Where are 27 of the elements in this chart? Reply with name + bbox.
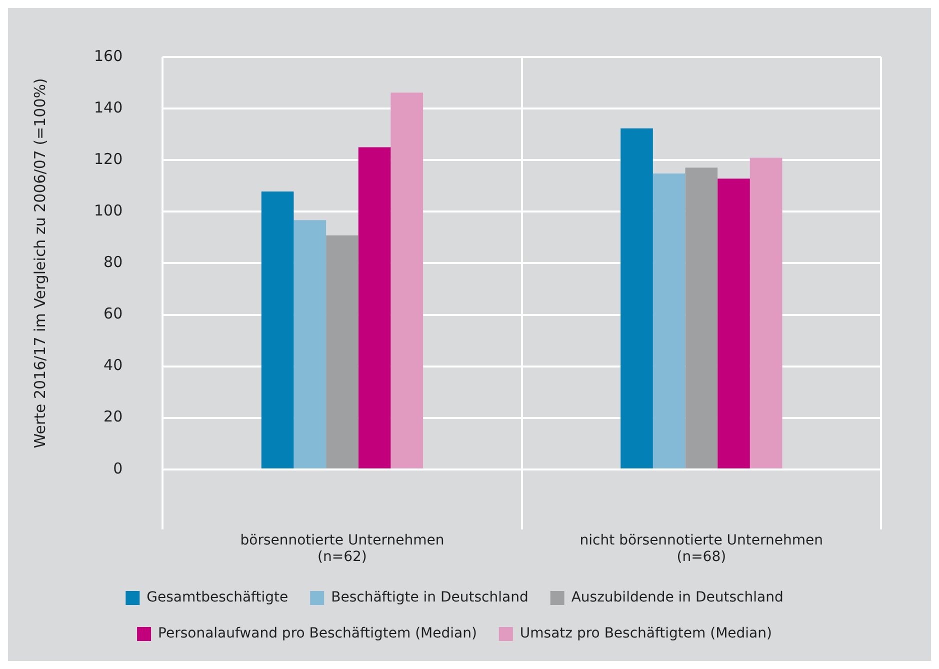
y-tick-label: 20 [104,408,123,426]
y-tick-label: 100 [94,202,123,220]
y-tick-label: 120 [94,150,123,168]
legend-label: Personalaufwand pro Beschäftigtem (Median) [158,626,477,642]
y-tick-label: 60 [104,304,123,323]
bar [685,168,718,468]
y-tick-label: 160 [94,46,123,65]
bar [750,158,782,468]
y-tick-label: 40 [104,356,123,374]
y-tick-label: 140 [94,98,123,116]
bar [261,192,294,468]
bar [390,92,424,468]
bar [294,220,326,468]
y-tick-label: 0 [113,459,123,478]
bar [326,235,358,468]
bar [358,147,391,468]
legend-label: Gesamtbeschäftigte [146,590,288,606]
x-tick-label: nicht börsennotierte Unternehmen (n=68) [580,532,824,566]
legend-label: Beschäftigte in Deutschland [331,590,528,606]
legend-label: Auszubildende in Deutschland [571,590,784,606]
x-tick-label: börsennotierte Unternehmen (n=62) [240,532,444,566]
bar [620,128,653,468]
y-axis-title: Werte 2016/17 im Vergleich zu 2006/07 (=100%) [30,78,49,448]
bar [718,178,750,468]
y-tick-label: 80 [104,253,123,272]
bar [652,174,686,468]
legend-label: Umsatz pro Beschäftigtem (Median) [520,626,772,642]
